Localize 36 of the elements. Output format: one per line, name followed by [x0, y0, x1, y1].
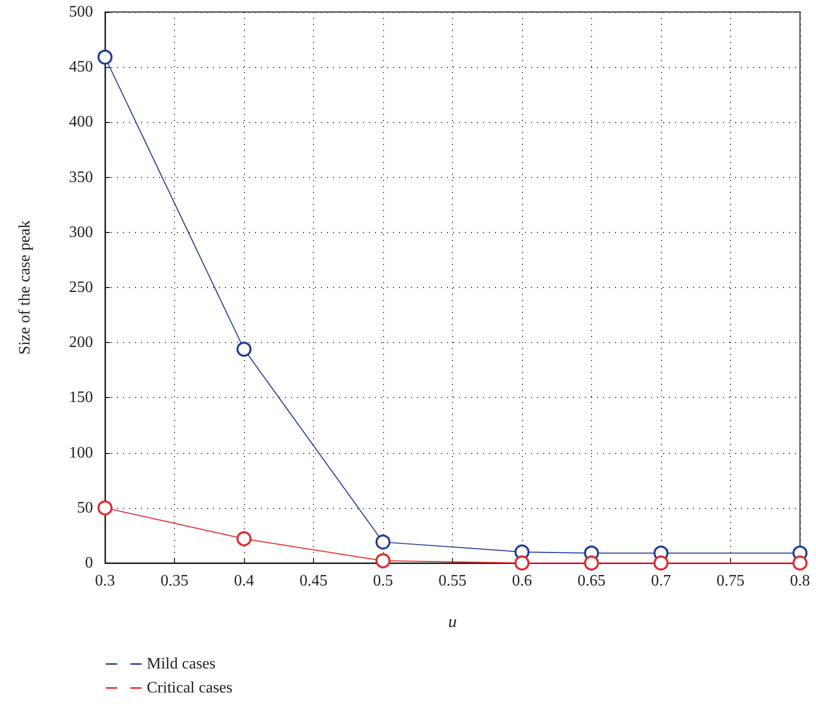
y-tick-label: 300 — [69, 224, 93, 241]
x-tick-label: 0.8 — [790, 572, 810, 590]
x-tick-label: 0.75 — [716, 572, 744, 590]
y-tick-label: 450 — [69, 58, 93, 76]
legend-label: Mild cases — [146, 656, 216, 672]
point — [584, 556, 599, 570]
y-tick-label: 150 — [69, 389, 93, 406]
x-tick-label: 0.6 — [512, 572, 532, 590]
y-tick-label: 50 — [77, 499, 93, 516]
y-tick-label: 200 — [69, 334, 93, 352]
y-tick-label: 250 — [69, 279, 93, 296]
point — [654, 556, 668, 570]
y-tick-label: 350 — [69, 168, 93, 186]
point — [98, 500, 112, 516]
x-tick-label: 0.7 — [651, 572, 671, 590]
x-tick-label: 0.35 — [160, 572, 188, 590]
point — [98, 50, 112, 65]
x-tick-label: 0.3 — [95, 572, 115, 590]
point — [236, 531, 252, 546]
point — [792, 556, 808, 570]
x-tick-label: 0.65 — [578, 572, 606, 590]
x-tick-label: 0.4 — [234, 572, 254, 590]
x-tick-label: 0.55 — [438, 572, 466, 590]
point — [376, 534, 390, 550]
x-tick-label: 0.5 — [373, 572, 393, 590]
point — [514, 556, 530, 570]
y-tick-label: 0 — [85, 554, 93, 572]
x-tick-label: 0.45 — [300, 572, 328, 590]
point — [376, 553, 390, 568]
y-tick-label: 400 — [69, 114, 93, 131]
y-tick-label: 500 — [69, 4, 93, 20]
y-tick-label: 100 — [69, 444, 93, 462]
legend-label: Critical cases — [146, 680, 232, 696]
point — [236, 342, 252, 357]
x-axis-title: u — [448, 612, 457, 631]
y-axis-title: Size of the case peak — [16, 220, 34, 355]
